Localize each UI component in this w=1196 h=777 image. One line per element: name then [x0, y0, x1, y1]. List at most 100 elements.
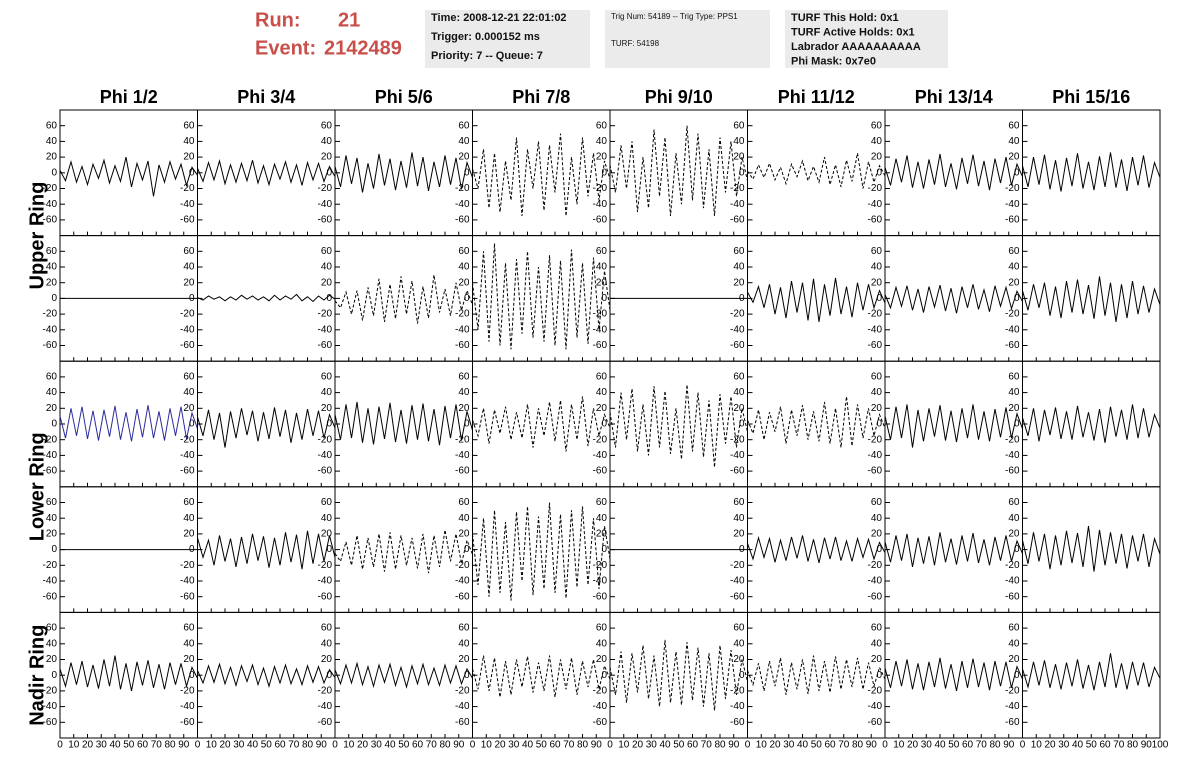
y-tick-label: 20 [321, 277, 333, 288]
x-tick-label: 90 [591, 740, 603, 751]
y-tick-label: 60 [1008, 623, 1020, 634]
y-tick-label: 0 [189, 293, 195, 304]
x-tick-label: 30 [233, 740, 245, 751]
waveform [334, 661, 473, 689]
x-tick-label: 30 [508, 740, 520, 751]
y-tick-label: -40 [180, 199, 195, 210]
y-tick-label: -40 [455, 324, 470, 335]
x-tick-label: 20 [357, 740, 369, 751]
y-tick-label: 40 [183, 638, 195, 649]
panel-frame [609, 360, 748, 488]
y-tick-label: 0 [326, 670, 332, 681]
column-title: Phi 7/8 [512, 87, 570, 107]
x-tick-label: 90 [1141, 740, 1153, 751]
x-tick-label: 80 [164, 740, 176, 751]
y-tick-label: 60 [733, 623, 745, 634]
y-tick-label: 0 [876, 293, 882, 304]
waveform [884, 404, 1023, 448]
y-tick-label: 20 [321, 152, 333, 163]
y-tick-label: 0 [876, 419, 882, 430]
waveform [1022, 152, 1161, 192]
run-number: 21 [338, 9, 360, 31]
y-tick-label: 60 [733, 246, 745, 257]
y-tick-label: 40 [458, 638, 470, 649]
y-tick-label: 60 [1008, 497, 1020, 508]
y-tick-label: 60 [871, 246, 883, 257]
waveform [1022, 276, 1161, 322]
y-tick-label: -20 [1005, 560, 1020, 571]
y-tick-label: -60 [593, 340, 608, 351]
info-box [425, 10, 590, 68]
y-tick-label: 20 [46, 403, 58, 414]
x-tick-label: 0 [1020, 740, 1026, 751]
y-tick-label: -60 [455, 591, 470, 602]
y-tick-label: 60 [596, 372, 608, 383]
y-tick-label: -60 [180, 340, 195, 351]
panel-frame [884, 109, 1023, 237]
y-tick-label: 20 [596, 152, 608, 163]
y-tick-label: -40 [868, 324, 883, 335]
y-tick-label: 60 [1008, 120, 1020, 131]
x-tick-label: 30 [96, 740, 108, 751]
y-tick-label: -20 [318, 434, 333, 445]
y-tick-label: 40 [46, 387, 58, 398]
x-tick-label: 20 [82, 740, 94, 751]
y-tick-label: -40 [318, 576, 333, 587]
panel-frame [609, 611, 748, 739]
x-tick-label: 10 [893, 740, 905, 751]
y-tick-label: -60 [455, 340, 470, 351]
y-tick-label: -20 [318, 560, 333, 571]
y-tick-label: 0 [739, 167, 745, 178]
y-tick-label: 40 [183, 136, 195, 147]
y-tick-label: -60 [730, 717, 745, 728]
y-tick-label: -40 [1005, 701, 1020, 712]
y-tick-label: 0 [326, 293, 332, 304]
column-title: Phi 15/16 [1052, 87, 1130, 107]
y-tick-label: -40 [730, 701, 745, 712]
x-tick-label: 80 [439, 740, 451, 751]
x-tick-label: 60 [549, 740, 561, 751]
x-tick-label: 40 [247, 740, 259, 751]
y-tick-label: 20 [183, 529, 195, 540]
x-tick-label: 70 [288, 740, 300, 751]
x-tick-label: 0 [470, 740, 476, 751]
panel-frame [197, 611, 336, 739]
y-tick-label: -40 [1005, 450, 1020, 461]
y-tick-label: -60 [593, 215, 608, 226]
x-tick-label: 70 [1113, 740, 1125, 751]
waveform [197, 407, 336, 448]
x-tick-label: 40 [384, 740, 396, 751]
y-tick-label: 40 [871, 513, 883, 524]
y-tick-label: 20 [596, 277, 608, 288]
x-tick-label: 50 [536, 740, 548, 751]
y-tick-label: -60 [455, 215, 470, 226]
event-number: 2142489 [324, 37, 402, 59]
panel-frame [747, 360, 886, 488]
x-tick-label: 40 [1072, 740, 1084, 751]
waveform [59, 405, 198, 442]
x-tick-label: 90 [178, 740, 190, 751]
y-tick-label: 60 [596, 497, 608, 508]
waveform [59, 655, 198, 691]
waveform [609, 125, 748, 217]
waveform [609, 639, 748, 711]
y-tick-label: -20 [868, 686, 883, 697]
y-tick-label: 60 [596, 246, 608, 257]
y-tick-label: 60 [458, 120, 470, 131]
y-tick-label: -20 [1005, 686, 1020, 697]
y-tick-label: 60 [871, 120, 883, 131]
info-line: TURF: 54198 [611, 39, 660, 48]
y-tick-label: -20 [180, 183, 195, 194]
x-tick-label: 60 [274, 740, 286, 751]
y-tick-label: 20 [183, 277, 195, 288]
x-tick-label: 50 [673, 740, 685, 751]
waveform [334, 152, 473, 193]
panel-frame [747, 109, 886, 237]
x-tick-label: 60 [687, 740, 699, 751]
y-tick-label: 60 [596, 120, 608, 131]
x-tick-label: 30 [371, 740, 383, 751]
panel-frame [334, 611, 473, 739]
x-tick-label: 90 [728, 740, 740, 751]
y-tick-label: 40 [871, 638, 883, 649]
